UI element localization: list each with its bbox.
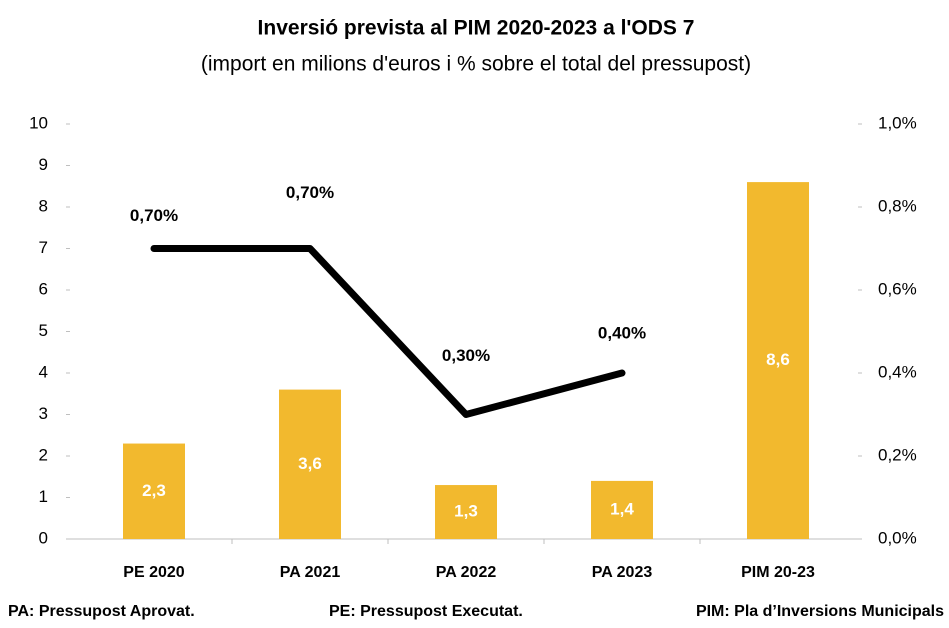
- bar-label: 1,4: [610, 499, 634, 518]
- line: [150, 245, 626, 418]
- bar: [279, 389, 341, 539]
- y-tick-label: 1: [39, 487, 48, 506]
- y-tick-label: 10: [29, 113, 48, 132]
- y-tick-label: 5: [39, 321, 48, 340]
- bar-label: 2,3: [142, 481, 166, 500]
- y2-tick-label: 0,4%: [878, 362, 917, 381]
- y-tick-label: 6: [39, 279, 48, 298]
- bar: [435, 485, 497, 539]
- bar-label: 8,6: [766, 350, 790, 369]
- line-label: 0,70%: [286, 183, 334, 202]
- line-label: 0,30%: [442, 346, 490, 365]
- y-tick-label: 7: [39, 238, 48, 257]
- y2-tick-label: 1,0%: [878, 113, 917, 132]
- bar: [747, 182, 809, 539]
- y2-tick-label: 0,0%: [878, 528, 917, 547]
- bar: [123, 443, 185, 539]
- y-tick-label: 0: [39, 528, 48, 547]
- footnote: PA: Pressupost Aprovat.: [8, 603, 195, 620]
- line-label: 0,40%: [598, 323, 646, 342]
- y-tick-label: 8: [39, 196, 48, 215]
- y2-tick-label: 0,6%: [878, 279, 917, 298]
- x-tick-label: PIM 20-23: [741, 564, 815, 581]
- bar-label: 3,6: [298, 454, 322, 473]
- bar: [591, 480, 653, 539]
- y2-tick-label: 0,2%: [878, 445, 917, 464]
- footnote: PE: Pressupost Executat.: [329, 603, 523, 620]
- y-tick-label: 2: [39, 445, 48, 464]
- x-tick-label: PA 2023: [592, 564, 653, 581]
- x-tick-label: PA 2021: [280, 564, 341, 581]
- y-tick-label: 3: [39, 404, 48, 423]
- footnote: PIM: Pla d’Inversions Municipals: [696, 603, 944, 620]
- bar-label: 1,3: [454, 502, 478, 521]
- line-label: 0,70%: [130, 206, 178, 225]
- y-tick-label: 9: [39, 155, 48, 174]
- x-tick-label: PE 2020: [123, 564, 184, 581]
- y-tick-label: 4: [39, 362, 48, 381]
- chart-title: Inversió prevista al PIM 2020-2023 a l'O…: [258, 17, 695, 40]
- y2-tick-label: 0,8%: [878, 196, 917, 215]
- x-tick-label: PA 2022: [436, 564, 497, 581]
- chart-subtitle: (import en milions d'euros i % sobre el …: [201, 53, 751, 76]
